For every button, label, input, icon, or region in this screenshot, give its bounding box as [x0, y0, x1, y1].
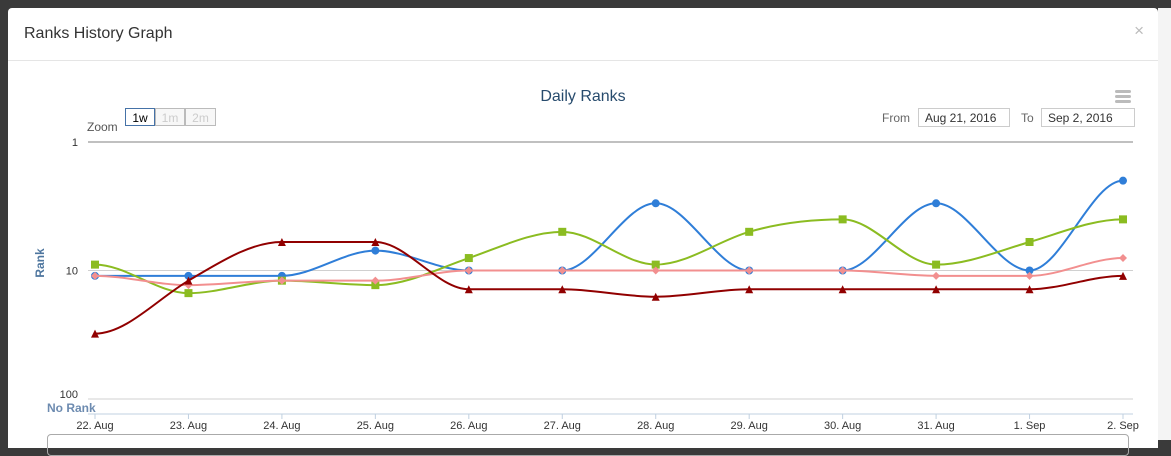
to-label: To	[1021, 111, 1034, 125]
x-tick-label: 30. Aug	[824, 420, 861, 432]
data-point-triangle	[838, 285, 847, 294]
data-point-circle	[651, 199, 660, 208]
x-tick-label: 26. Aug	[450, 420, 487, 432]
zoom-label: Zoom	[87, 120, 118, 134]
data-point-triangle	[558, 285, 567, 294]
data-point-square	[651, 260, 660, 269]
x-tick-label: 28. Aug	[637, 420, 674, 432]
menu-icon[interactable]	[1115, 90, 1131, 103]
data-point-circle	[1025, 266, 1034, 275]
from-date-input[interactable]: Aug 21, 2016	[918, 108, 1010, 127]
data-point-square	[838, 215, 847, 224]
y-tick-label: 1	[72, 137, 78, 149]
y-axis-title: Rank	[33, 248, 47, 278]
ranks-history-modal: Ranks History Graph ×	[8, 8, 1158, 448]
data-point-circle	[932, 199, 941, 208]
x-tick-label: 1. Sep	[1014, 420, 1046, 432]
data-point-diamond	[464, 266, 473, 275]
data-point-square	[464, 254, 473, 263]
x-tick-label: 22. Aug	[76, 420, 113, 432]
data-point-diamond	[371, 276, 380, 285]
data-point-diamond	[91, 271, 99, 280]
data-point-triangle	[745, 285, 754, 294]
modal-title: Ranks History Graph	[24, 25, 173, 42]
data-point-diamond	[745, 266, 754, 275]
data-point-square	[1119, 215, 1127, 224]
data-point-triangle	[277, 237, 286, 246]
series-pink-line	[94, 257, 1124, 287]
data-point-diamond	[1119, 254, 1127, 263]
x-tick-label: 2. Sep	[1107, 420, 1139, 432]
data-point-square	[745, 227, 754, 236]
data-point-square	[558, 227, 567, 236]
modal-header: Ranks History Graph ×	[8, 8, 1158, 61]
zoom-1w-button[interactable]: 1w	[125, 108, 155, 126]
series-darkred-line	[94, 240, 1124, 335]
chart-title: Daily Ranks	[540, 88, 625, 105]
series-blue-line	[94, 179, 1124, 277]
no-rank-label: No Rank	[47, 401, 96, 415]
x-tick-label: 23. Aug	[170, 420, 207, 432]
x-tick-label: 29. Aug	[731, 420, 768, 432]
data-point-square	[1025, 237, 1034, 246]
data-point-square	[91, 260, 99, 269]
x-tick-label: 25. Aug	[357, 420, 394, 432]
x-tick-label: 27. Aug	[544, 420, 581, 432]
daily-ranks-chart: Daily Ranks Zoom 1 10 100 22. Aug 23. Aug 24.…	[33, 88, 1139, 432]
data-point-diamond	[932, 271, 941, 280]
zoom-1m-button[interactable]: 1m	[155, 108, 185, 126]
data-point-triangle	[932, 285, 941, 294]
data-point-square	[184, 289, 193, 298]
zoom-2m-button[interactable]: 2m	[185, 108, 216, 126]
close-icon[interactable]: ×	[1134, 21, 1144, 40]
data-point-circle	[1119, 176, 1127, 185]
from-label: From	[882, 111, 910, 125]
x-tick-label: 31. Aug	[917, 420, 954, 432]
y-tick-label: 100	[60, 389, 78, 401]
bottom-panel	[47, 434, 1129, 456]
data-point-circle	[371, 246, 380, 255]
y-tick-label: 10	[66, 266, 78, 278]
data-point-square	[932, 260, 941, 269]
data-point-diamond	[558, 266, 567, 275]
data-point-diamond	[277, 276, 286, 285]
data-point-triangle	[371, 237, 380, 246]
x-tick-label: 24. Aug	[263, 420, 300, 432]
data-point-square	[371, 281, 380, 290]
data-point-triangle	[464, 285, 473, 294]
data-point-triangle	[1025, 285, 1034, 294]
data-point-diamond	[838, 266, 847, 275]
to-date-input[interactable]: Sep 2, 2016	[1041, 108, 1135, 127]
data-point-diamond	[1025, 271, 1034, 280]
data-point-circle	[184, 271, 193, 280]
background-page	[1158, 8, 1171, 440]
data-point-triangle	[651, 292, 660, 301]
data-point-triangle	[1119, 271, 1127, 280]
data-point-triangle	[184, 276, 193, 285]
data-point-triangle	[91, 329, 99, 338]
data-point-diamond	[651, 266, 660, 275]
